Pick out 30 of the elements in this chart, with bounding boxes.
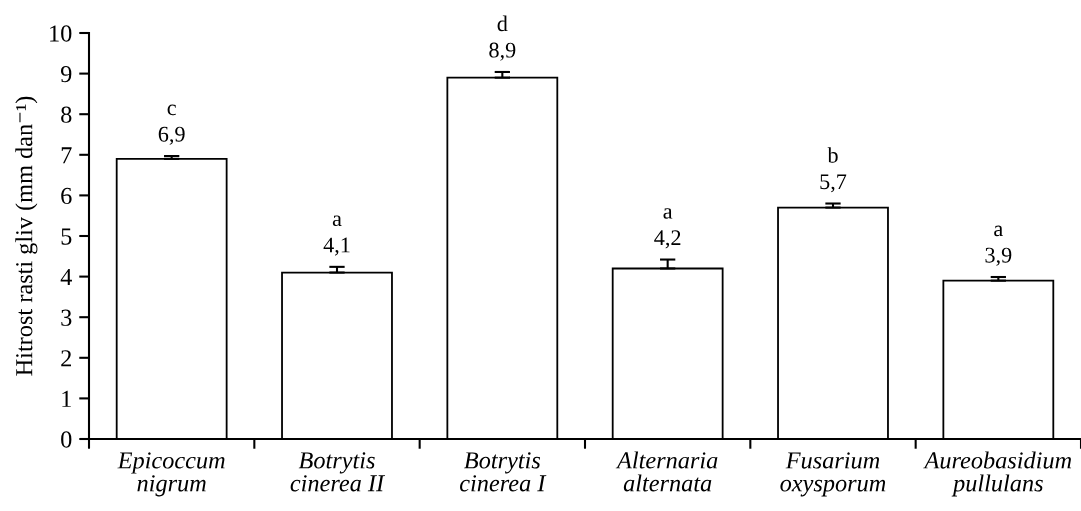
x-tick-label: Epicoccum nigrum bbox=[117, 452, 225, 497]
data-label: 4,2 bbox=[654, 230, 681, 249]
y-tick-label: 7 bbox=[61, 147, 72, 164]
y-tick-label: 8 bbox=[61, 106, 72, 123]
y-tick-label: 4 bbox=[60, 269, 72, 286]
y-tick-label: 6 bbox=[61, 187, 72, 205]
y-tick-label: 10 bbox=[50, 25, 72, 42]
x-tick-label: Alternaria alternata bbox=[615, 451, 718, 492]
x-tick-label: Fusarium oxysporum bbox=[780, 452, 886, 497]
data-label: 6,9 bbox=[158, 126, 185, 145]
x-tick-label: Aureobasidium pullulans bbox=[923, 451, 1072, 497]
data-label: 3,9 bbox=[985, 247, 1012, 266]
y-axis-title: Hitrost rasti gliv (mm dan⁻¹) bbox=[15, 96, 38, 376]
annotation: a bbox=[994, 225, 1003, 237]
y-tick-label: 2 bbox=[61, 350, 71, 367]
y-tick-label: 9 bbox=[60, 65, 72, 83]
annotation: c bbox=[167, 104, 176, 116]
data-label: 5,7 bbox=[820, 174, 847, 193]
annotation: d bbox=[497, 15, 508, 32]
data-label: 4,1 bbox=[323, 237, 350, 256]
y-tick-label: 3 bbox=[61, 309, 72, 326]
data-label: 8,9 bbox=[489, 42, 516, 61]
y-tick-label: 0 bbox=[61, 431, 72, 448]
annotation: b bbox=[827, 147, 838, 163]
x-tick-label: Botrytis cinerea II bbox=[290, 452, 386, 492]
annotation: a bbox=[332, 215, 342, 227]
x-tick-label: Botrytis cinerea I bbox=[460, 452, 547, 492]
y-tick-label: 1 bbox=[62, 390, 71, 407]
annotation: a bbox=[663, 208, 673, 219]
y-tick-label: 5 bbox=[61, 228, 72, 245]
